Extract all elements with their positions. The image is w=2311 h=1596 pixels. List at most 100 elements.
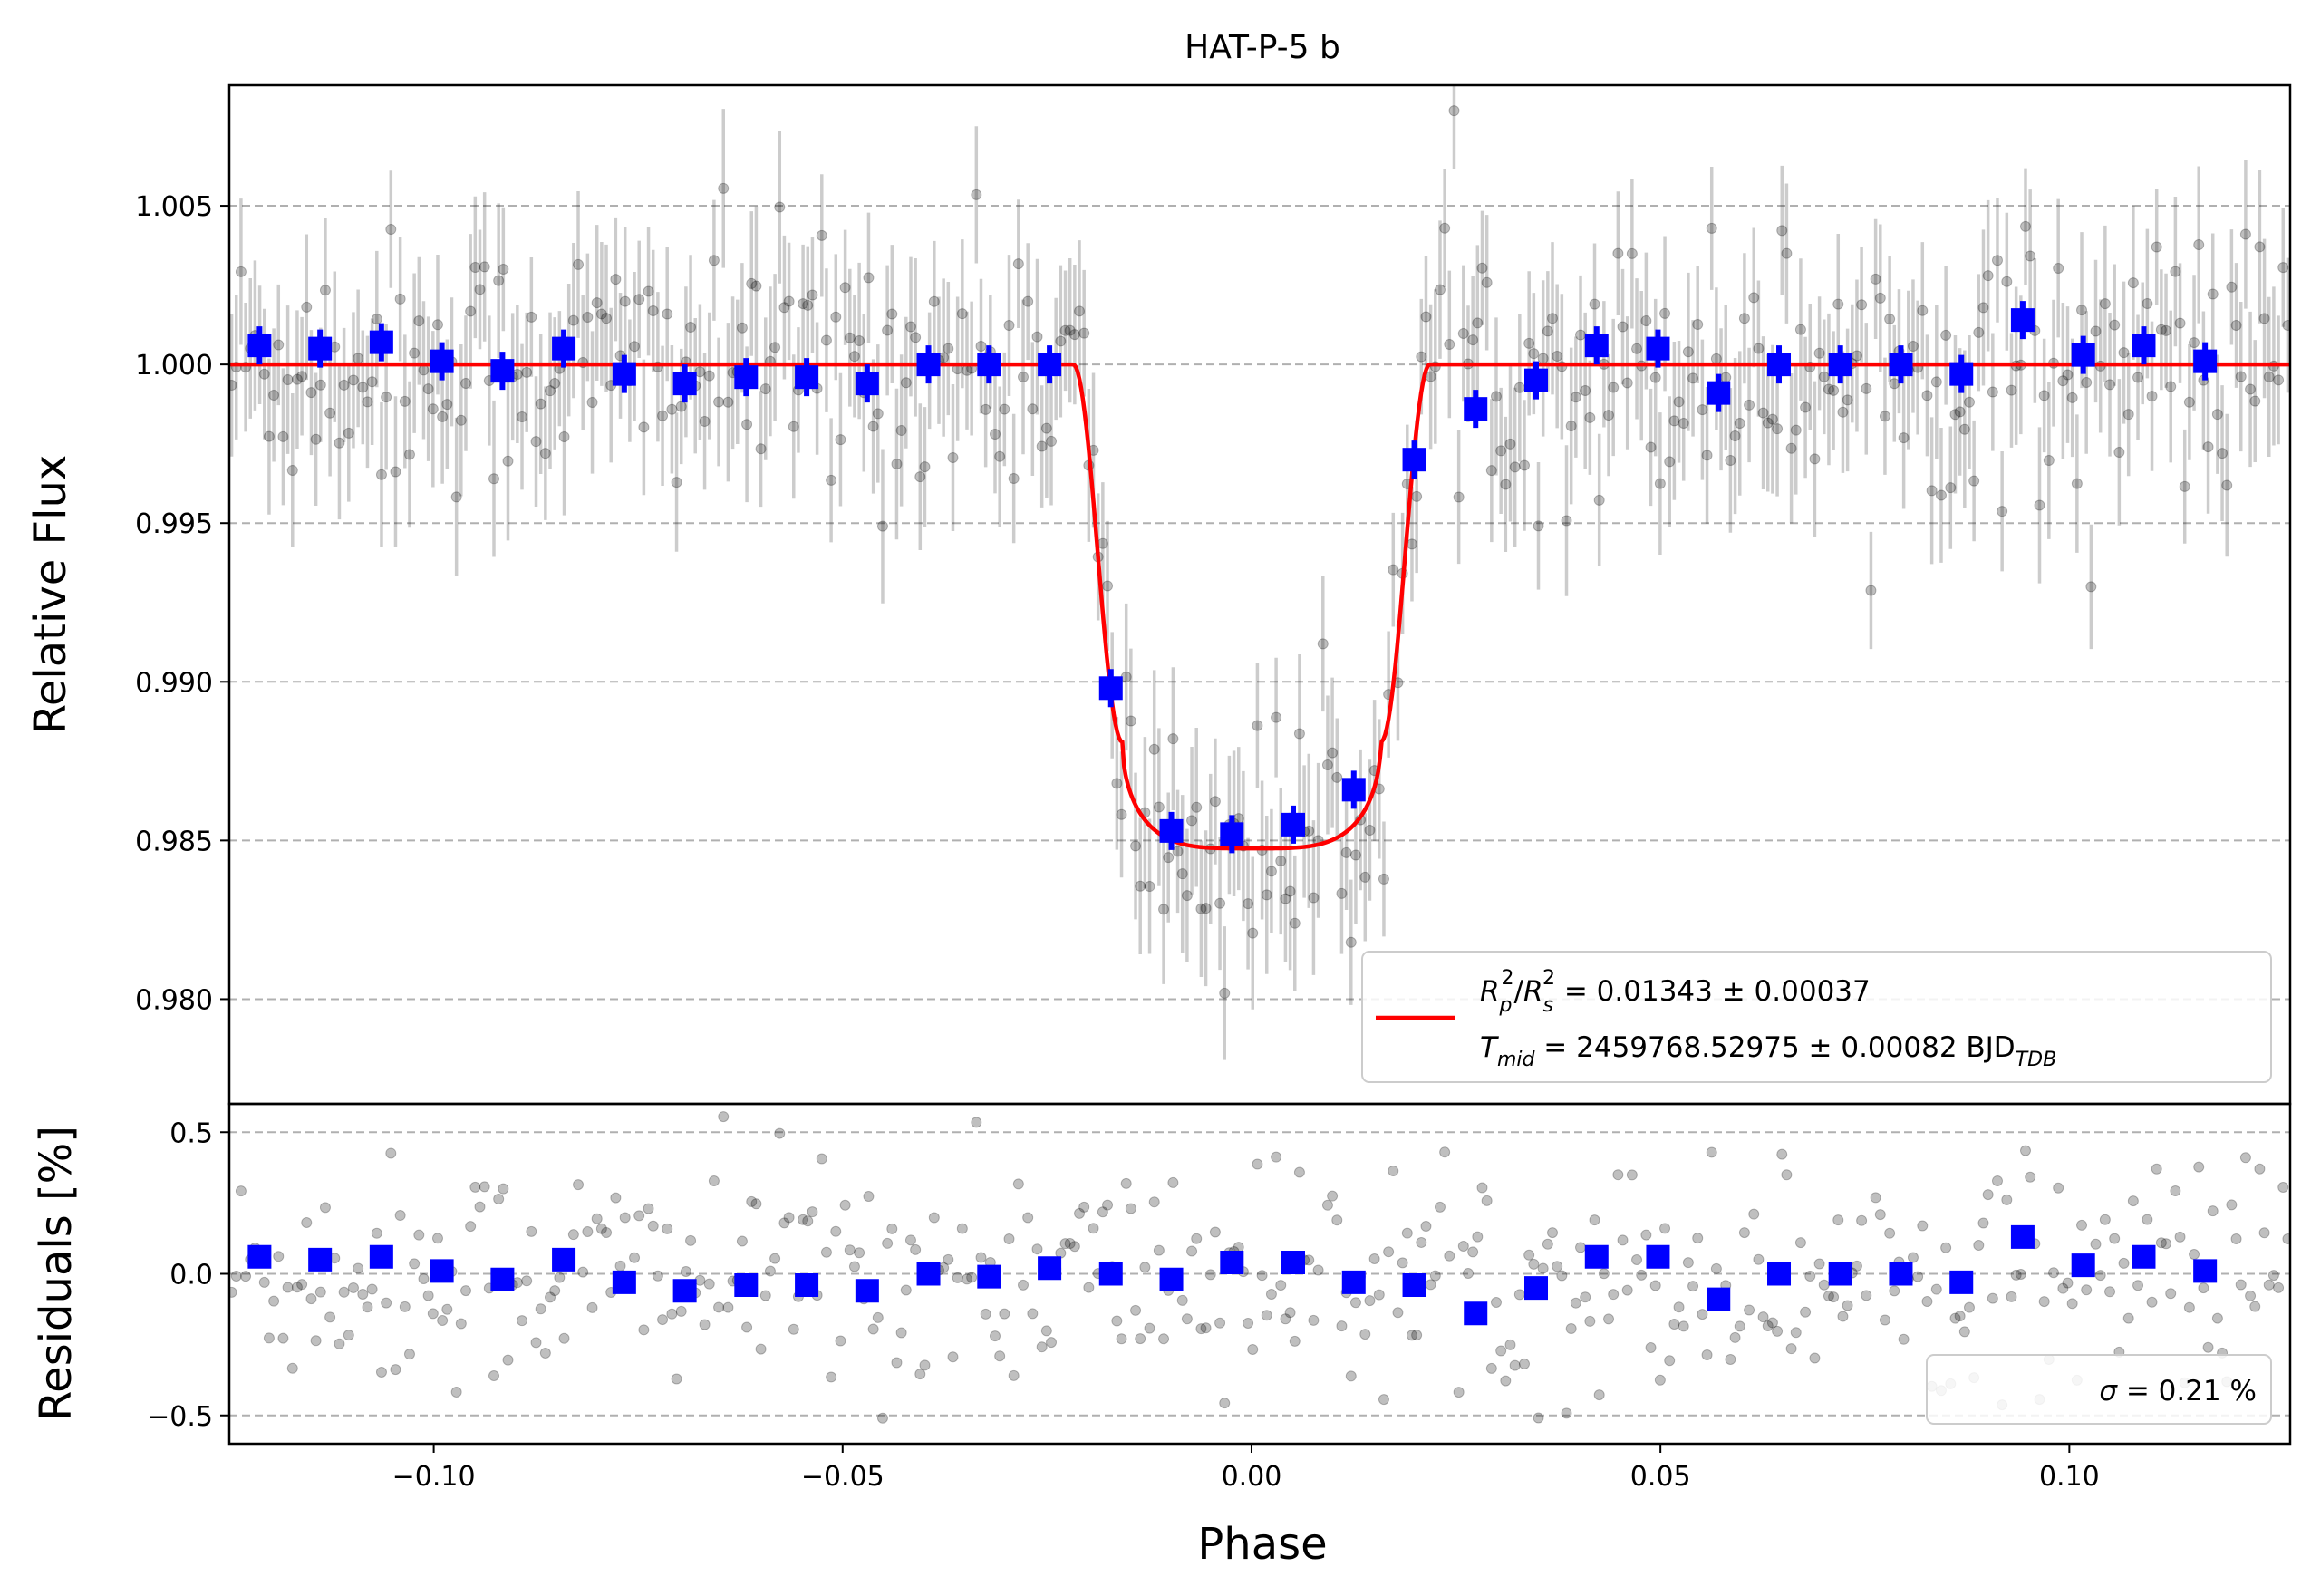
binned-residual-point <box>308 1247 333 1272</box>
raw-point <box>876 520 888 532</box>
binned-residual-point <box>1281 1251 1305 1274</box>
top-y-tick-label: 0.990 <box>135 667 213 699</box>
raw-point <box>1565 420 1577 431</box>
raw-point <box>1621 377 1633 389</box>
raw-point <box>263 430 275 442</box>
raw-point <box>286 464 298 476</box>
raw-point <box>319 285 331 296</box>
residual-point <box>268 1295 280 1307</box>
binned-point <box>2010 308 2035 333</box>
residual-point <box>657 1314 669 1326</box>
residual-point <box>1692 1233 1704 1244</box>
raw-point <box>1261 889 1272 901</box>
raw-point <box>1364 825 1376 837</box>
residual-point <box>1636 1269 1648 1281</box>
residual-point <box>1345 1370 1357 1382</box>
residual-point <box>2122 1312 2134 1324</box>
residual-point <box>1513 1289 1525 1301</box>
residual-point <box>1008 1369 1020 1381</box>
residual-point <box>1753 1253 1765 1265</box>
residual-point <box>867 1323 879 1335</box>
raw-point <box>413 315 425 327</box>
residual-point <box>1987 1292 1998 1304</box>
residual-point <box>1687 1281 1699 1292</box>
bottom-panel-frame <box>227 1102 2292 1446</box>
raw-point <box>1031 331 1043 343</box>
top-panel-y-axis: 0.980 0.985 0.990 0.995 1.000 1.005 <box>135 191 229 1016</box>
residual-point <box>2254 1163 2266 1175</box>
residual-point <box>1856 1214 1868 1226</box>
residual-point <box>975 1252 987 1263</box>
raw-point <box>310 433 322 445</box>
raw-point <box>1481 276 1493 288</box>
raw-point <box>2245 383 2257 395</box>
residual-point <box>1884 1227 1896 1239</box>
raw-point <box>1832 298 1844 310</box>
residual-point <box>1748 1208 1760 1220</box>
binned-residual-point <box>1584 1244 1609 1269</box>
raw-point <box>1818 371 1830 382</box>
raw-point <box>1682 346 1694 358</box>
residual-point <box>2127 1195 2139 1207</box>
binned-residual-point <box>490 1267 515 1291</box>
residual-point <box>1462 1267 1474 1279</box>
raw-point <box>1509 461 1521 473</box>
residual-point <box>366 1283 378 1295</box>
residual-point <box>2174 1231 2186 1243</box>
residual-point <box>235 1185 247 1197</box>
residual-point <box>1144 1322 1156 1334</box>
raw-point <box>1982 270 1994 282</box>
raw-point <box>1603 410 1615 421</box>
residual-point <box>952 1272 963 1283</box>
raw-point <box>943 343 954 354</box>
raw-point <box>820 334 832 346</box>
raw-point <box>1991 255 2003 266</box>
residual-point <box>1640 1229 1652 1241</box>
binned-point <box>2071 343 2095 367</box>
bottom-panel-y-axis: −0.5 0.0 0.5 <box>147 1117 229 1433</box>
binned-point <box>734 365 759 390</box>
binned-residual-point <box>247 1244 272 1269</box>
residual-point <box>1701 1349 1713 1360</box>
raw-point <box>1781 247 1793 259</box>
raw-point <box>595 308 607 320</box>
residual-point <box>2038 1296 2050 1308</box>
residual-point <box>2263 1279 2275 1291</box>
residual-point <box>455 1318 467 1330</box>
raw-point <box>769 342 781 353</box>
residual-point <box>1580 1291 1591 1303</box>
residual-point <box>1818 1279 1830 1291</box>
binned-point <box>1098 676 1123 701</box>
raw-point <box>493 275 505 286</box>
raw-point <box>394 293 406 305</box>
residual-point <box>1120 1177 1132 1189</box>
residual-point <box>1214 1317 1226 1329</box>
residual-point <box>2062 1277 2074 1289</box>
chart-title: HAT-P-5 b <box>1185 29 1340 66</box>
raw-point <box>591 297 603 309</box>
residual-point <box>1851 1260 1862 1272</box>
raw-point <box>1125 715 1136 727</box>
raw-point <box>366 376 378 388</box>
residual-point <box>1420 1221 1432 1233</box>
legend-sigma-symbol: σ <box>2099 1375 2118 1407</box>
residual-point <box>1495 1345 1507 1357</box>
residual-point <box>708 1175 720 1186</box>
residual-point <box>1963 1301 1975 1313</box>
residual-point <box>1476 1182 1488 1194</box>
residual-point <box>301 1216 313 1228</box>
raw-point <box>1163 852 1175 864</box>
binned-residual-point <box>1524 1276 1549 1301</box>
raw-point <box>441 399 453 411</box>
residual-point <box>1917 1220 1929 1232</box>
raw-point <box>1940 329 1952 341</box>
raw-point <box>666 403 678 415</box>
residual-point <box>610 1192 622 1204</box>
residual-point <box>1046 1337 1058 1349</box>
raw-point <box>2104 379 2116 391</box>
raw-point <box>1064 324 1076 336</box>
raw-point <box>662 308 673 320</box>
raw-point <box>1617 321 1629 333</box>
raw-point <box>1725 454 1736 466</box>
residual-point <box>1074 1207 1086 1219</box>
